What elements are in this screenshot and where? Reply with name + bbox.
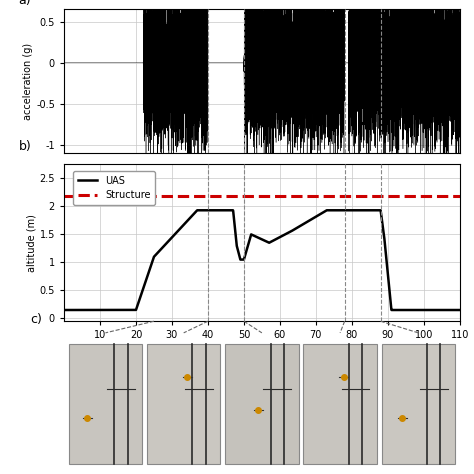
Bar: [147, 344, 220, 464]
Y-axis label: acceleration (g): acceleration (g): [23, 43, 33, 119]
Legend: UAS, Structure: UAS, Structure: [73, 171, 155, 205]
Text: b): b): [18, 140, 31, 154]
Bar: [303, 344, 377, 464]
Text: a): a): [18, 0, 31, 7]
Bar: [225, 344, 299, 464]
Text: c): c): [30, 313, 42, 326]
Y-axis label: altitude (m): altitude (m): [27, 214, 36, 272]
X-axis label: time (s): time (s): [243, 343, 281, 353]
Bar: [69, 344, 142, 464]
Bar: [382, 344, 455, 464]
